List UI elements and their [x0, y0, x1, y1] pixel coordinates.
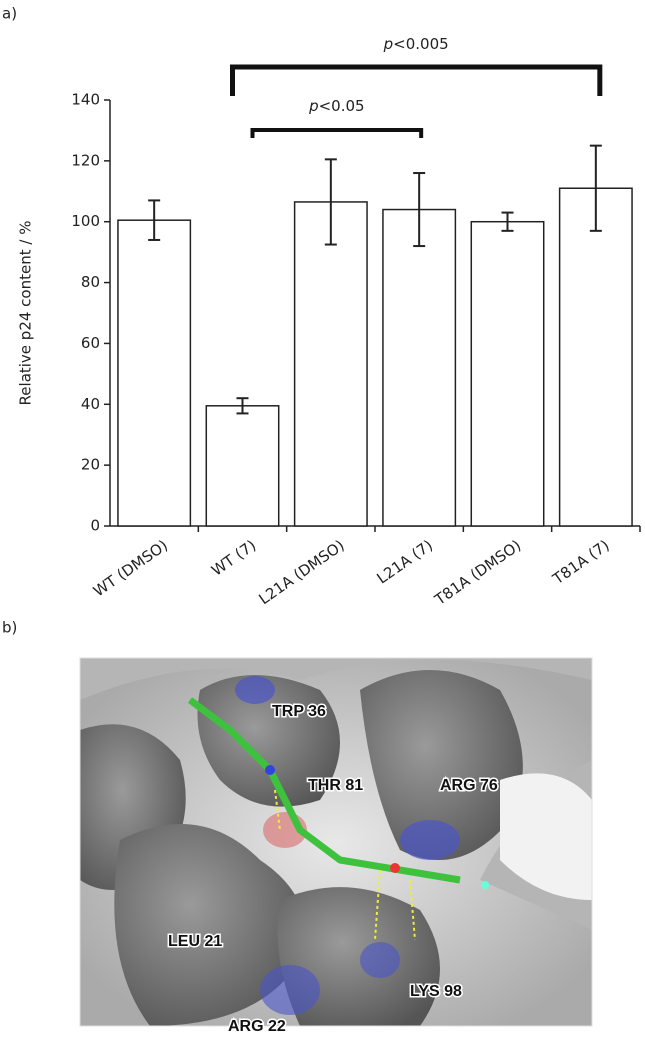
significance-bracket: [250, 128, 424, 138]
y-tick-label: 0: [90, 517, 100, 535]
bar: [382, 208, 457, 527]
significance-label: p<0.005: [383, 35, 449, 53]
bar: [558, 187, 633, 527]
bar: [470, 220, 545, 527]
panel-label: b): [2, 619, 17, 637]
residue-label: THR 81: [308, 777, 363, 794]
y-tick-label: 40: [81, 395, 100, 413]
significance-bracket: [230, 64, 603, 96]
x-tick-label: WT (7): [208, 536, 259, 579]
x-tick-label: L21A (DMSO): [255, 536, 347, 608]
residue-label: ARG 22: [228, 1018, 286, 1035]
structure-image: [79, 657, 593, 1027]
significance-label: p<0.05: [308, 97, 365, 115]
y-tick-label: 100: [71, 212, 100, 230]
x-tick-label: T81A (DMSO): [431, 536, 525, 609]
x-tick-label: WT (DMSO): [90, 536, 171, 600]
residue-label: ARG 76: [440, 777, 498, 794]
bar: [117, 219, 192, 527]
residue-label: LYS 98: [410, 983, 462, 1000]
y-axis-title: Relative p24 content / %: [17, 221, 35, 406]
y-tick-label: 20: [81, 456, 100, 474]
y-tick-label: 120: [71, 151, 100, 169]
residue-label: TRP 36: [272, 703, 326, 720]
residue-label: LEU 21: [168, 933, 222, 950]
panel-label: a): [2, 5, 17, 23]
y-tick-label: 60: [81, 334, 100, 352]
bar: [205, 405, 280, 527]
y-tick-label: 80: [81, 273, 100, 291]
bar: [293, 201, 368, 527]
x-tick-label: L21A (7): [374, 536, 437, 587]
y-tick-label: 140: [71, 91, 100, 109]
x-tick-label: T81A (7): [549, 536, 613, 588]
